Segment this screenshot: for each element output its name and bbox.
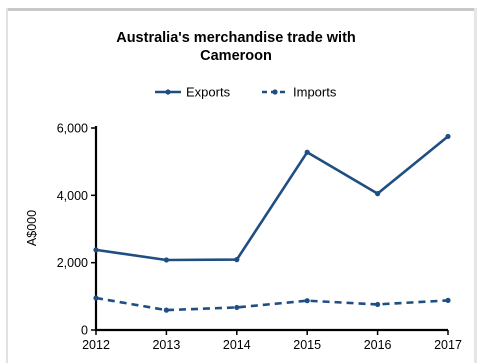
legend-marker-exports bbox=[165, 89, 171, 95]
x-tick-label: 2013 bbox=[152, 338, 180, 352]
x-tick-label: 2012 bbox=[82, 338, 110, 352]
y-tick-label: 2,000 bbox=[57, 256, 88, 270]
series-line-exports bbox=[95, 135, 449, 262]
x-tick-label: 2017 bbox=[434, 338, 462, 352]
legend-label-exports: Exports bbox=[186, 85, 231, 100]
data-point-exports bbox=[445, 133, 451, 140]
y-tick-label: 0 bbox=[81, 324, 88, 338]
chart-title-line-2: Cameroon bbox=[200, 48, 272, 64]
x-tick-label: 2015 bbox=[293, 338, 321, 352]
legend-label-imports: Imports bbox=[293, 85, 337, 100]
data-point-exports bbox=[375, 191, 381, 197]
frame-top-border bbox=[6, 8, 477, 11]
x-tick-label: 2014 bbox=[223, 338, 251, 352]
data-point-imports bbox=[445, 297, 451, 303]
chart-title-line-1: Australia's merchandise trade with bbox=[116, 30, 356, 46]
legend: Exports Imports bbox=[155, 85, 337, 100]
series-group bbox=[93, 133, 451, 313]
data-point-imports bbox=[304, 298, 310, 304]
series-line-imports bbox=[95, 296, 449, 312]
frame-left-border bbox=[6, 8, 8, 363]
data-point-exports bbox=[234, 257, 240, 263]
legend-marker-imports bbox=[272, 89, 278, 95]
x-tick-label: 2016 bbox=[364, 338, 392, 352]
y-axis-title: A$000 bbox=[25, 210, 39, 246]
axes: 0 2,000 4,000 6,000 2012 2013 2014 2015 2016 2017 bbox=[57, 122, 462, 353]
data-point-imports bbox=[163, 307, 169, 313]
data-point-exports bbox=[304, 149, 310, 155]
data-point-imports bbox=[93, 295, 99, 301]
y-tick-label: 6,000 bbox=[57, 122, 88, 136]
y-tick-label: 4,000 bbox=[57, 189, 88, 203]
frame-right-border bbox=[474, 8, 477, 363]
data-point-imports bbox=[234, 304, 240, 311]
data-point-imports bbox=[375, 301, 381, 308]
data-point-exports bbox=[93, 247, 99, 253]
data-point-exports bbox=[163, 257, 169, 263]
